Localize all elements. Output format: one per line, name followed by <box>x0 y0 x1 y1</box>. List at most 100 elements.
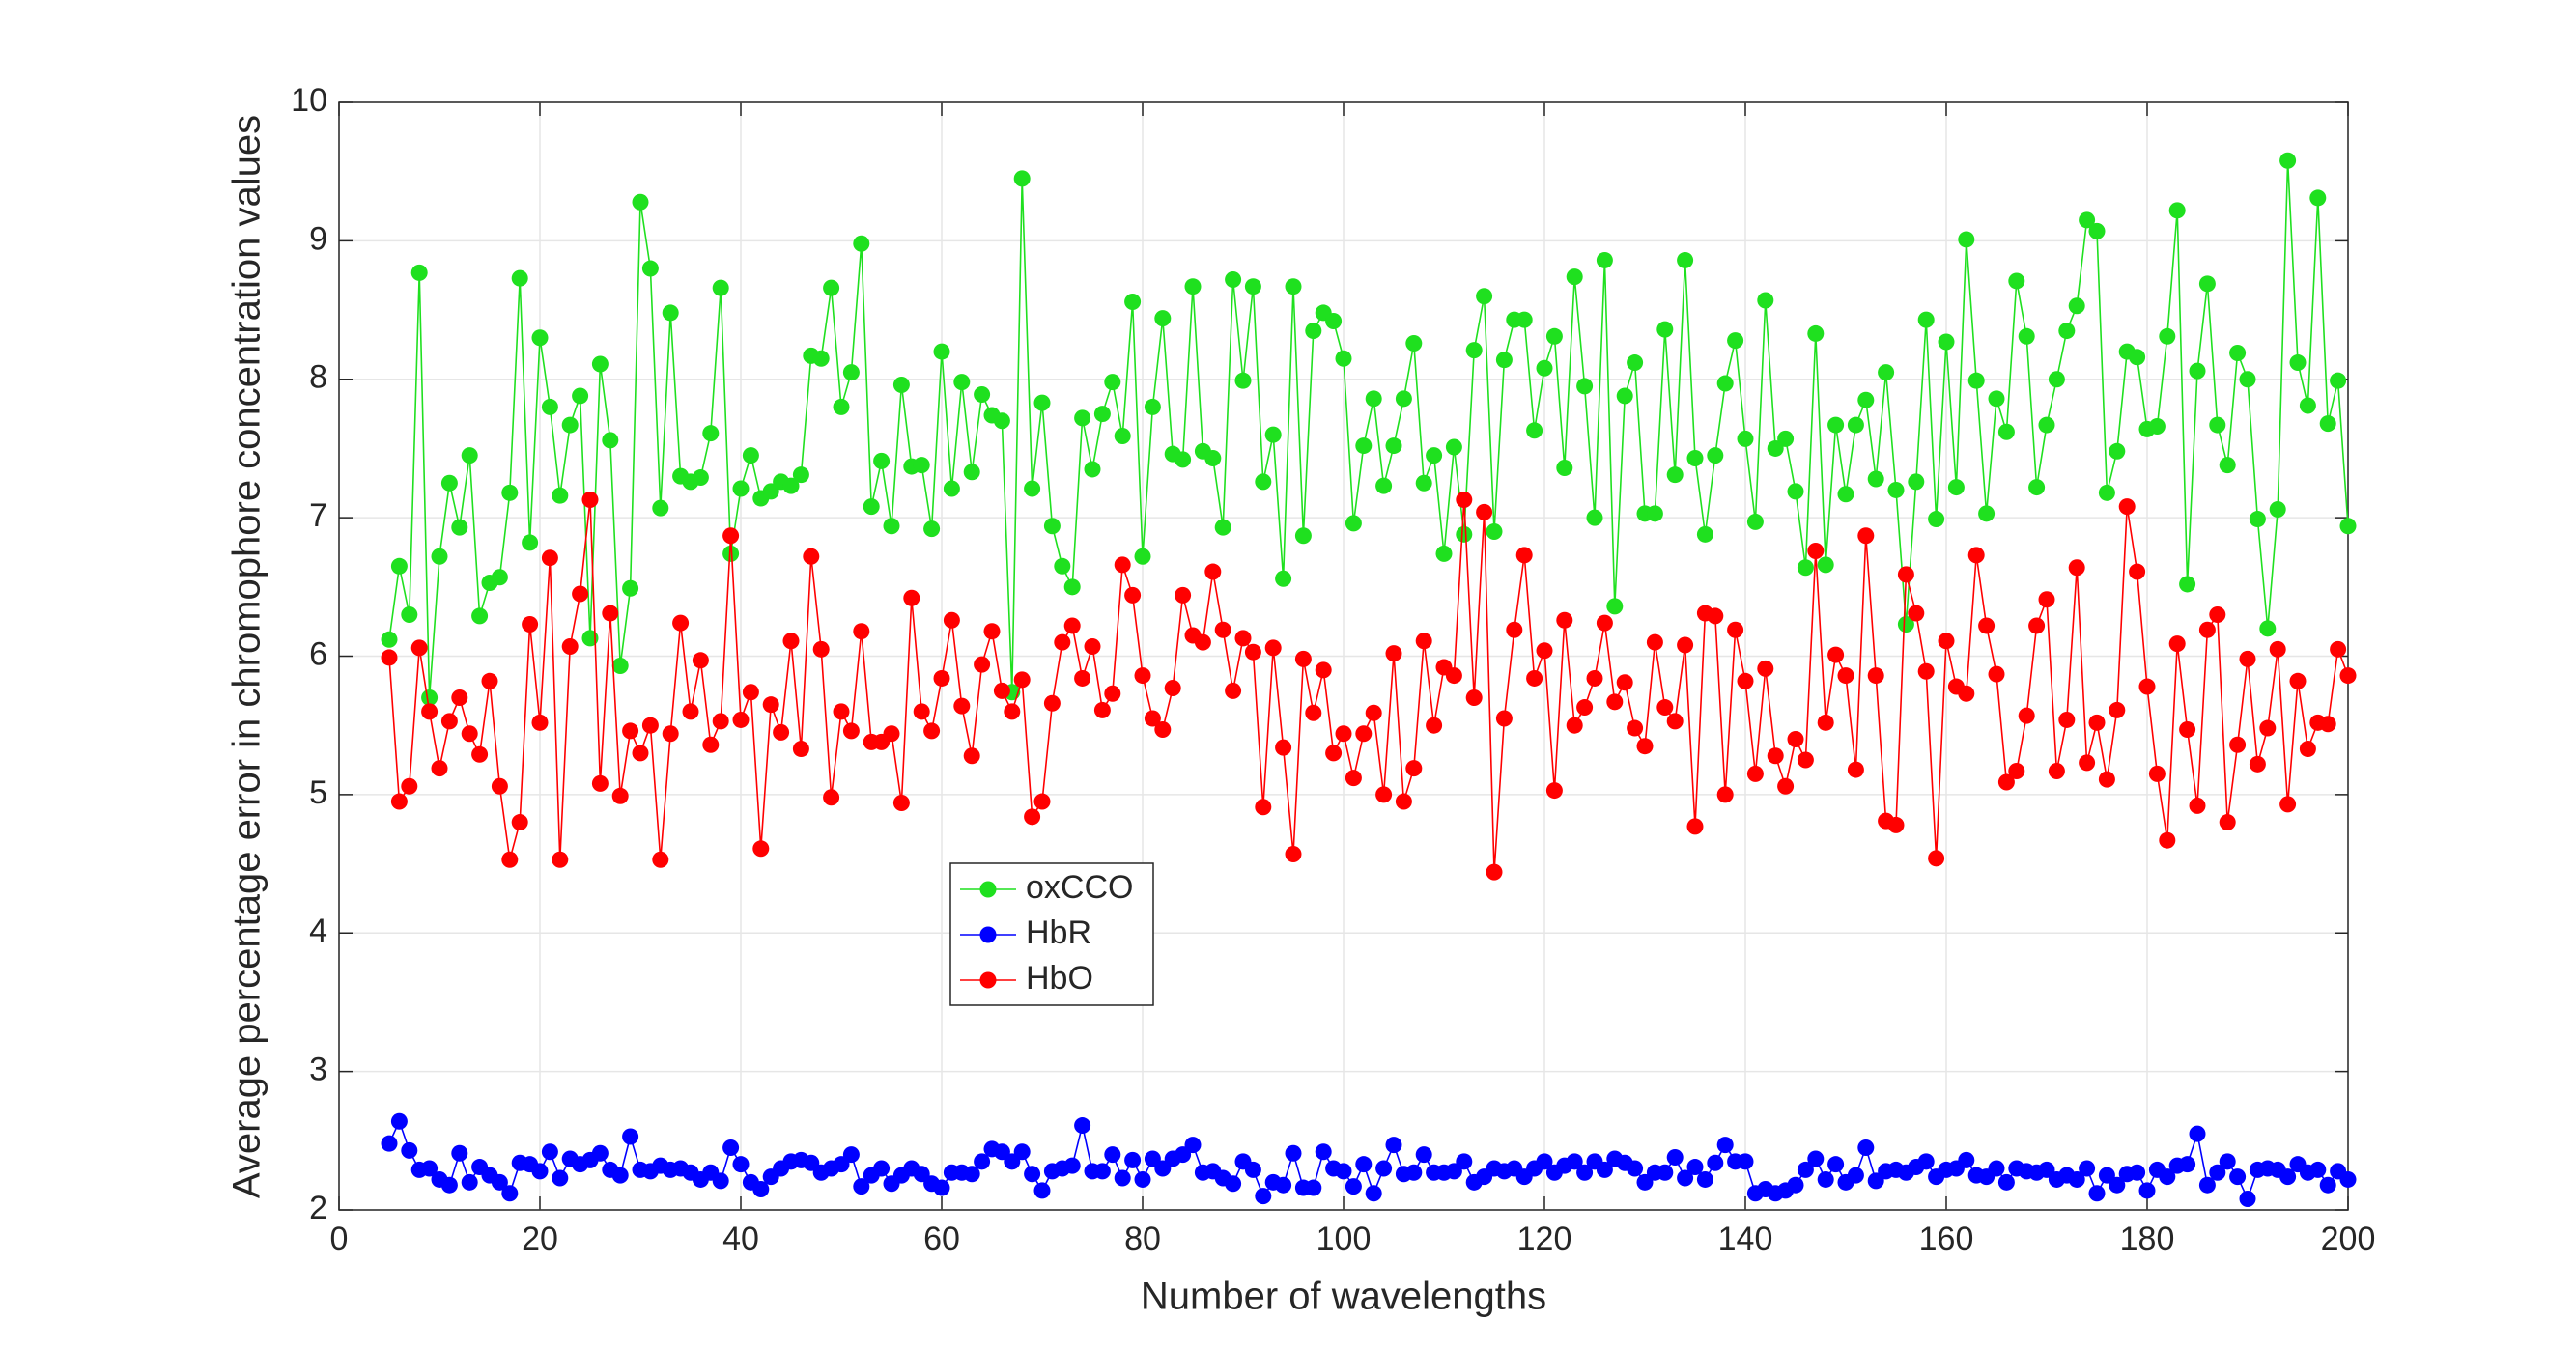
data-point <box>401 605 418 623</box>
data-point <box>842 364 860 381</box>
data-point <box>552 1169 569 1187</box>
data-point <box>692 652 709 669</box>
data-point <box>591 774 609 792</box>
data-point <box>451 1144 468 1162</box>
data-point <box>1627 354 1644 372</box>
data-point <box>1686 449 1704 466</box>
data-point <box>773 723 790 741</box>
data-point <box>2168 202 2186 219</box>
data-point <box>853 235 870 252</box>
data-point <box>2079 754 2096 772</box>
data-point <box>1596 614 1613 632</box>
data-point <box>2198 1176 2216 1194</box>
data-point <box>2048 763 2065 780</box>
data-point <box>803 548 820 565</box>
data-point <box>2309 1161 2327 1178</box>
y-tick-label: 10 <box>291 82 327 119</box>
data-point <box>440 1176 458 1194</box>
data-point <box>1375 477 1393 494</box>
data-point <box>1204 449 1222 466</box>
y-tick-label: 8 <box>309 359 327 396</box>
data-point <box>1887 816 1905 833</box>
data-point <box>1817 556 1834 574</box>
data-point <box>1506 621 1523 638</box>
data-point <box>390 793 408 810</box>
data-point <box>1013 1143 1031 1161</box>
data-point <box>2330 372 2347 389</box>
data-point <box>611 1167 629 1184</box>
data-point <box>712 1172 729 1190</box>
data-point <box>903 589 920 606</box>
data-point <box>2219 1153 2236 1170</box>
data-point <box>1606 598 1624 615</box>
data-point <box>892 376 910 393</box>
data-point <box>1797 751 1814 769</box>
series-line <box>388 499 2349 873</box>
data-point <box>963 1166 980 1183</box>
data-point <box>1847 1167 1864 1184</box>
data-point <box>1124 1151 1142 1168</box>
data-point <box>1305 1179 1322 1196</box>
data-point <box>1545 782 1563 800</box>
data-point <box>491 777 508 795</box>
data-point <box>2198 621 2216 638</box>
data-point <box>1365 704 1382 721</box>
data-point <box>2209 605 2226 623</box>
data-point <box>1746 765 1764 782</box>
data-point <box>1566 717 1583 734</box>
data-point <box>2159 327 2176 345</box>
data-point <box>2028 479 2046 496</box>
data-point <box>1244 643 1261 661</box>
data-point <box>933 343 950 360</box>
data-point <box>1486 863 1503 881</box>
data-point <box>1395 390 1412 408</box>
data-point <box>2068 297 2085 315</box>
data-point <box>1958 1151 1975 1168</box>
data-point <box>1696 1170 1713 1188</box>
data-point <box>641 260 659 277</box>
y-tick-label: 7 <box>309 497 327 534</box>
data-point <box>1054 557 1071 575</box>
plot-frame <box>338 101 2349 1211</box>
data-point <box>833 398 850 415</box>
data-point <box>1737 1153 1754 1170</box>
data-point <box>1184 1137 1202 1154</box>
data-point <box>1897 616 1914 633</box>
data-point <box>2138 1182 2156 1199</box>
data-point <box>1385 437 1402 455</box>
data-point <box>883 725 900 743</box>
data-point <box>1315 1143 1332 1161</box>
data-point <box>1104 374 1121 391</box>
data-point <box>602 605 619 622</box>
data-point <box>1114 1169 1131 1187</box>
data-point <box>1696 525 1713 543</box>
data-point <box>501 1185 519 1202</box>
data-point <box>390 1112 408 1130</box>
data-point <box>2189 362 2206 380</box>
data-point <box>1576 699 1594 717</box>
data-point <box>1958 231 1975 248</box>
data-point <box>1415 1146 1432 1164</box>
data-point <box>1646 505 1663 522</box>
data-point <box>2239 1191 2256 1208</box>
data-point <box>1988 390 2005 408</box>
data-point <box>440 474 458 492</box>
y-tick-label: 9 <box>309 220 327 257</box>
data-point <box>2319 415 2336 433</box>
data-point <box>842 1146 860 1164</box>
data-point <box>1345 515 1362 532</box>
data-point <box>1285 846 1302 863</box>
data-point <box>501 851 519 868</box>
data-point <box>1084 637 1101 655</box>
data-point <box>491 1173 508 1191</box>
data-point <box>1104 685 1121 702</box>
data-point <box>511 814 528 831</box>
data-point <box>1184 278 1202 295</box>
data-point <box>1716 786 1734 803</box>
data-point <box>1244 1161 1261 1178</box>
data-point <box>440 713 458 730</box>
y-tick-label: 3 <box>309 1052 327 1088</box>
data-point <box>2279 796 2297 813</box>
data-point <box>1536 1153 1553 1170</box>
data-point <box>652 851 669 868</box>
